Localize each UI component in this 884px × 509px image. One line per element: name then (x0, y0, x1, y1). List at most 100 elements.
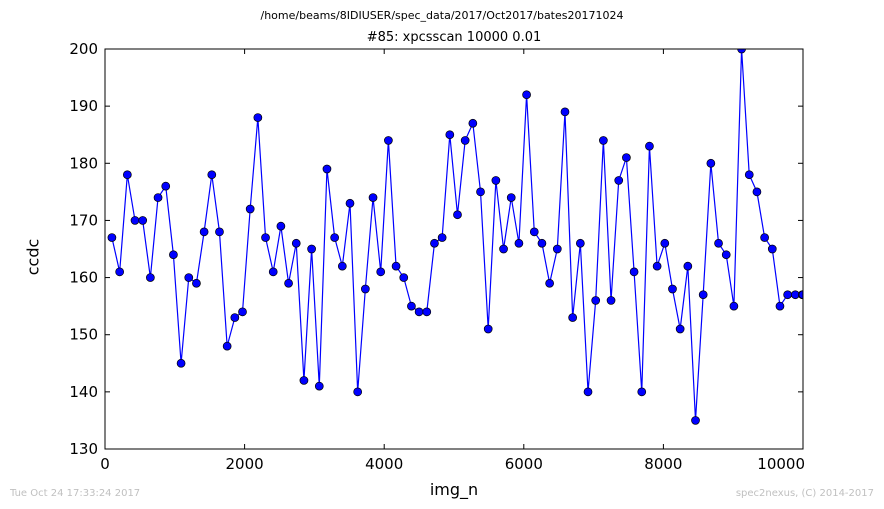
data-point (391, 261, 401, 271)
y-tick-label: 190 (69, 97, 98, 115)
data-point (560, 107, 570, 117)
data-point (314, 381, 324, 391)
data-point (775, 301, 785, 311)
data-point (215, 227, 224, 237)
data-point (414, 307, 424, 317)
data-point (345, 198, 355, 208)
data-point (384, 136, 393, 145)
data-point (307, 244, 316, 254)
data-point (460, 136, 470, 145)
timestamp-watermark: Tue Oct 24 17:33:24 2017 (10, 488, 141, 499)
data-point (714, 238, 723, 248)
data-point (238, 307, 247, 317)
data-point (407, 301, 416, 311)
data-point (522, 90, 531, 100)
data-point (130, 216, 140, 225)
data-point (606, 296, 616, 305)
data-point (483, 324, 493, 334)
data-point (668, 284, 677, 294)
data-point (737, 49, 746, 54)
data-point (760, 233, 769, 242)
data-point (529, 227, 539, 237)
credit-watermark: spec2nexus, (C) 2014-2017 (735, 488, 874, 499)
data-point (683, 261, 693, 271)
data-point (169, 250, 178, 260)
data-point (330, 233, 339, 242)
data-point (453, 210, 462, 220)
y-tick-label: 130 (69, 440, 98, 458)
data-point (176, 358, 186, 368)
data-point (230, 313, 240, 322)
y-tick-label: 180 (69, 154, 98, 172)
data-point (361, 284, 370, 294)
data-point (322, 164, 332, 174)
data-point (614, 176, 624, 185)
data-point (721, 250, 731, 260)
data-point (122, 170, 132, 180)
data-point (691, 416, 700, 425)
y-tick-label: 150 (69, 326, 98, 344)
data-point (437, 233, 447, 242)
data-point (491, 176, 501, 185)
data-point (552, 244, 562, 254)
data-point (115, 267, 125, 277)
x-tick-label: 8000 (644, 455, 682, 473)
y-tick-label: 170 (69, 211, 98, 229)
data-point (744, 170, 754, 180)
data-point (798, 290, 803, 300)
data-point (445, 130, 455, 140)
data-point (268, 267, 278, 277)
x-tick-label: 10000 (757, 455, 805, 473)
data-point (514, 238, 524, 248)
data-point (476, 187, 485, 197)
data-point (583, 387, 593, 397)
x-tick-label: 0 (100, 455, 110, 473)
data-point (422, 307, 432, 317)
data-point (430, 238, 439, 248)
plot-marks (107, 49, 803, 425)
data-point (153, 193, 163, 202)
data-point (706, 158, 716, 168)
data-point (506, 193, 516, 202)
chart-title: #85: xpcsscan 10000 0.01 (366, 30, 542, 45)
data-point (645, 141, 654, 151)
data-point (499, 244, 508, 254)
data-point (368, 193, 378, 202)
data-point (599, 136, 608, 145)
x-tick-label: 6000 (505, 455, 543, 473)
data-point (261, 233, 270, 242)
data-point (291, 238, 301, 248)
data-point (767, 244, 777, 254)
data-point (245, 204, 255, 214)
data-point (698, 290, 708, 300)
axes: 0 2000 4000 6000 8000 10000 130 140 150 160 170 180… (69, 40, 805, 473)
y-tick-label: 200 (69, 40, 98, 58)
data-point (161, 181, 171, 191)
data-point (399, 273, 409, 282)
data-point (199, 227, 209, 237)
data-point (376, 267, 386, 277)
x-axis-label: img_n (429, 480, 479, 499)
data-point (575, 238, 585, 248)
data-point (353, 387, 363, 397)
data-point (752, 187, 762, 197)
data-point (660, 238, 670, 248)
data-point (138, 216, 148, 225)
y-tick-label: 140 (69, 383, 98, 401)
data-point (192, 278, 201, 288)
data-point (783, 290, 792, 300)
data-point (591, 296, 601, 305)
data-point (284, 278, 293, 288)
data-point (629, 267, 639, 277)
data-point (568, 313, 578, 322)
data-point (545, 278, 554, 288)
data-point (537, 238, 547, 248)
data-point (299, 376, 309, 385)
data-point (652, 261, 662, 271)
y-tick-label: 160 (69, 269, 98, 287)
data-point (729, 301, 739, 311)
data-point (337, 261, 347, 271)
series-line (111, 49, 803, 421)
x-tick-label: 4000 (365, 455, 403, 473)
